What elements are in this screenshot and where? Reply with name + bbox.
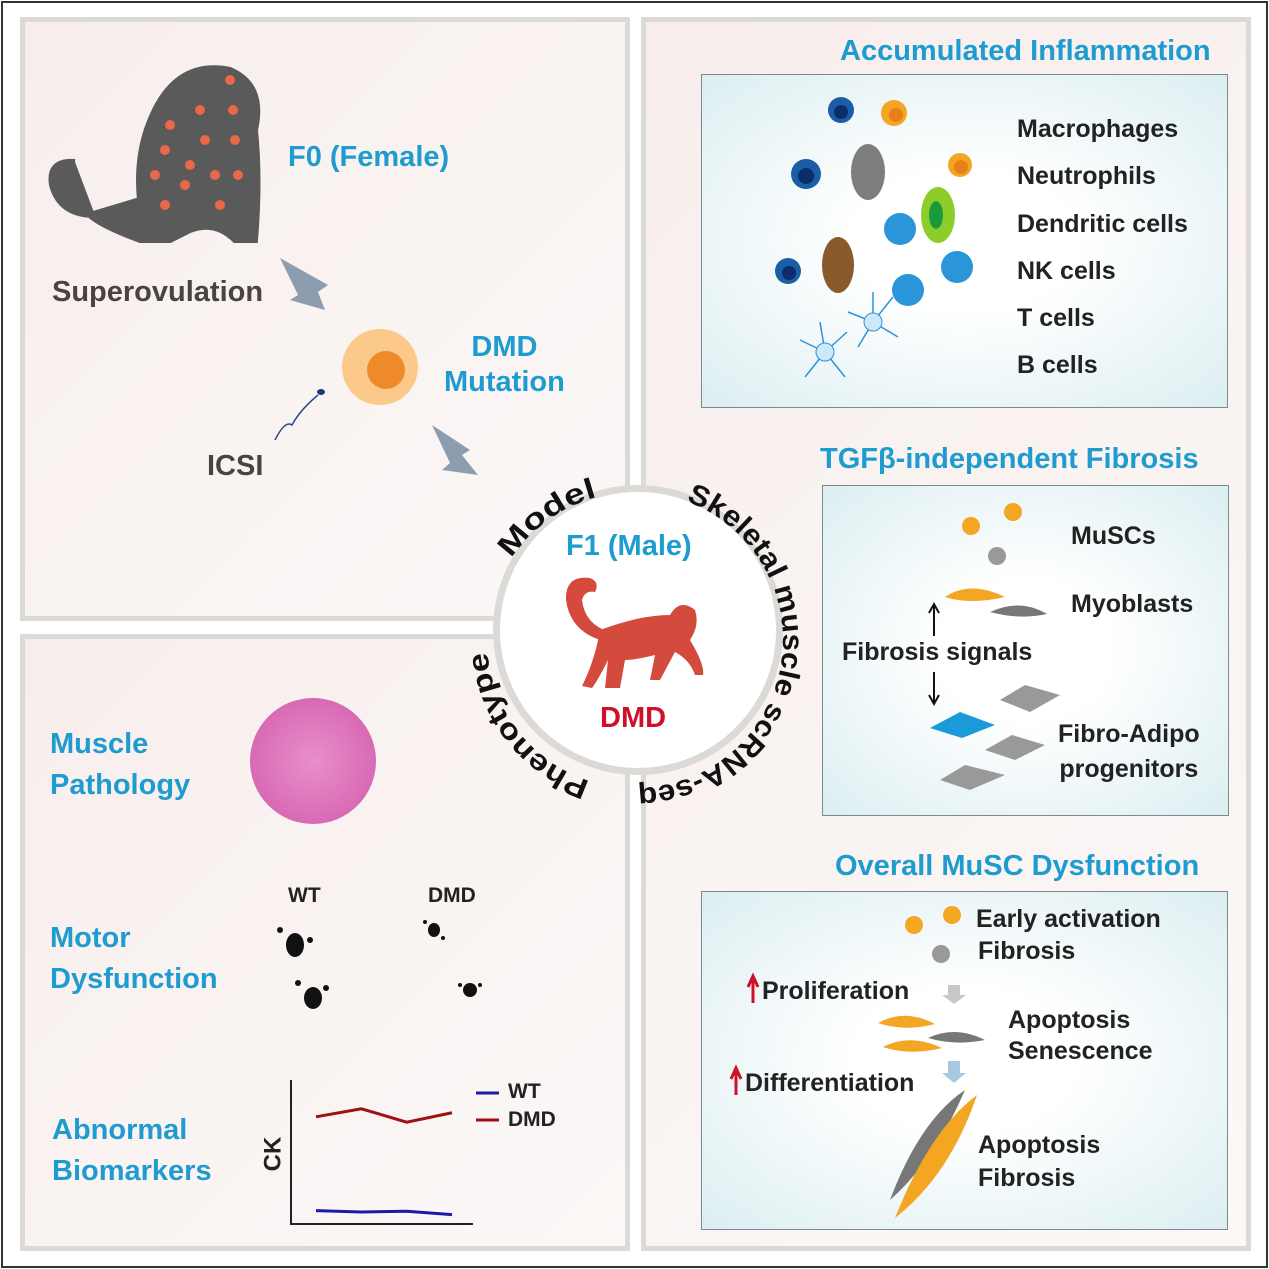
- fibrosis-signals-label: Fibrosis signals: [842, 638, 1033, 666]
- motor-line2: Dysfunction: [50, 963, 218, 995]
- abnormal-biomarkers-label: Abnormal Biomarkers: [52, 1110, 212, 1192]
- cell-nk: NK cells: [1017, 256, 1116, 285]
- f1-label: F1 (Male): [566, 530, 692, 562]
- svg-text:Phenotype: Phenotype: [462, 651, 592, 805]
- superovulation-label: Superovulation: [52, 276, 264, 308]
- motor-line1: Motor: [50, 922, 131, 954]
- musc-box: [701, 891, 1228, 1230]
- fibrosis-box: [822, 485, 1229, 816]
- ck-line-dmd: [315, 1107, 453, 1124]
- arrow-icon: [432, 425, 478, 475]
- myoblasts-label: Myoblasts: [1071, 590, 1194, 618]
- cell-b: B cells: [1017, 351, 1098, 380]
- fap-line1: Fibro-Adipo: [1058, 720, 1200, 748]
- myotube-icon: [890, 1090, 977, 1218]
- muscle-pathology-line2: Pathology: [50, 769, 191, 801]
- fap-icon: [930, 685, 1060, 790]
- muscle-histology-image: [250, 698, 376, 824]
- arrow-down-icon: [942, 985, 966, 1004]
- early-activation-label: Early activation: [976, 905, 1161, 933]
- myoblast-icon: [945, 588, 1047, 617]
- ck-axes: [290, 1080, 473, 1225]
- fibrosis-label-2: Fibrosis: [978, 1164, 1076, 1192]
- icsi-label: ICSI: [207, 450, 264, 482]
- proliferation-label: Proliferation: [762, 977, 910, 1005]
- arrow-down-icon: [942, 1061, 966, 1083]
- cell-dendritic: Dendritic cells: [1017, 209, 1188, 238]
- legend-wt: WT: [508, 1080, 541, 1103]
- muscs-label: MuSCs: [1071, 522, 1156, 550]
- biomarkers-line1: Abnormal: [52, 1114, 188, 1146]
- oocyte-icon: [342, 329, 418, 405]
- cell-t: T cells: [1017, 304, 1095, 333]
- arrow-down-icon: [928, 672, 940, 707]
- dmd-label: DMD: [600, 702, 667, 734]
- fibrosis-label-1: Fibrosis: [978, 937, 1076, 965]
- fap-line2: progenitors: [1059, 755, 1199, 783]
- dmd-mutation-label: DMD Mutation: [444, 330, 565, 400]
- cell-neutrophils: Neutrophils: [1017, 162, 1156, 191]
- immune-cell-icon: [775, 97, 973, 378]
- musc-icon: [905, 906, 961, 963]
- apoptosis-label-1: Apoptosis: [1008, 1006, 1131, 1034]
- inflammation-box: [701, 74, 1228, 408]
- wt-footprint-label: WT: [288, 884, 321, 907]
- model-panel: [20, 17, 630, 621]
- sperm-icon: [274, 389, 325, 441]
- arc-phenotype-label: Phenotype: [462, 651, 592, 805]
- ck-line-wt: [315, 1209, 453, 1217]
- muscle-pathology-line1: Muscle: [50, 728, 149, 760]
- increase-arrow-icon: [729, 1064, 743, 1095]
- cell-macrophages: Macrophages: [1017, 115, 1179, 143]
- musc-icon: [962, 503, 1022, 565]
- biomarkers-line2: Biomarkers: [52, 1155, 212, 1187]
- increase-arrow-icon: [746, 972, 760, 1003]
- fibrosis-title: TGFβ-independent Fibrosis: [820, 443, 1199, 475]
- arrow-up-icon: [928, 601, 940, 636]
- fap-label: Fibro-Adipo progenitors: [1058, 717, 1200, 787]
- motor-dysfunction-label: Motor Dysfunction: [50, 918, 218, 1000]
- legend-dmd: DMD: [508, 1108, 556, 1131]
- musc-title: Overall MuSC Dysfunction: [835, 850, 1200, 882]
- myoblast-icon: [878, 1015, 985, 1052]
- inflammation-title: Accumulated Inflammation: [840, 35, 1211, 67]
- footprint-icon: [277, 920, 482, 1009]
- apoptosis-label-2: Apoptosis: [978, 1131, 1101, 1159]
- f0-label: F0 (Female): [288, 141, 450, 173]
- muscle-pathology-label: Muscle Pathology: [50, 724, 190, 806]
- monkey-f0-icon: [48, 65, 261, 243]
- dmd-mutation-line1: DMD: [471, 331, 538, 363]
- differentiation-label: Differentiation: [745, 1069, 915, 1097]
- senescence-label: Senescence: [1008, 1037, 1153, 1065]
- arrow-icon: [280, 258, 328, 310]
- immune-cell-list: Macrophages Neutrophils Dendritic cells …: [1017, 106, 1188, 390]
- dmd-mutation-line2: Mutation: [444, 366, 565, 398]
- dmd-footprint-label: DMD: [428, 884, 476, 907]
- monkey-f1-icon: [565, 577, 704, 688]
